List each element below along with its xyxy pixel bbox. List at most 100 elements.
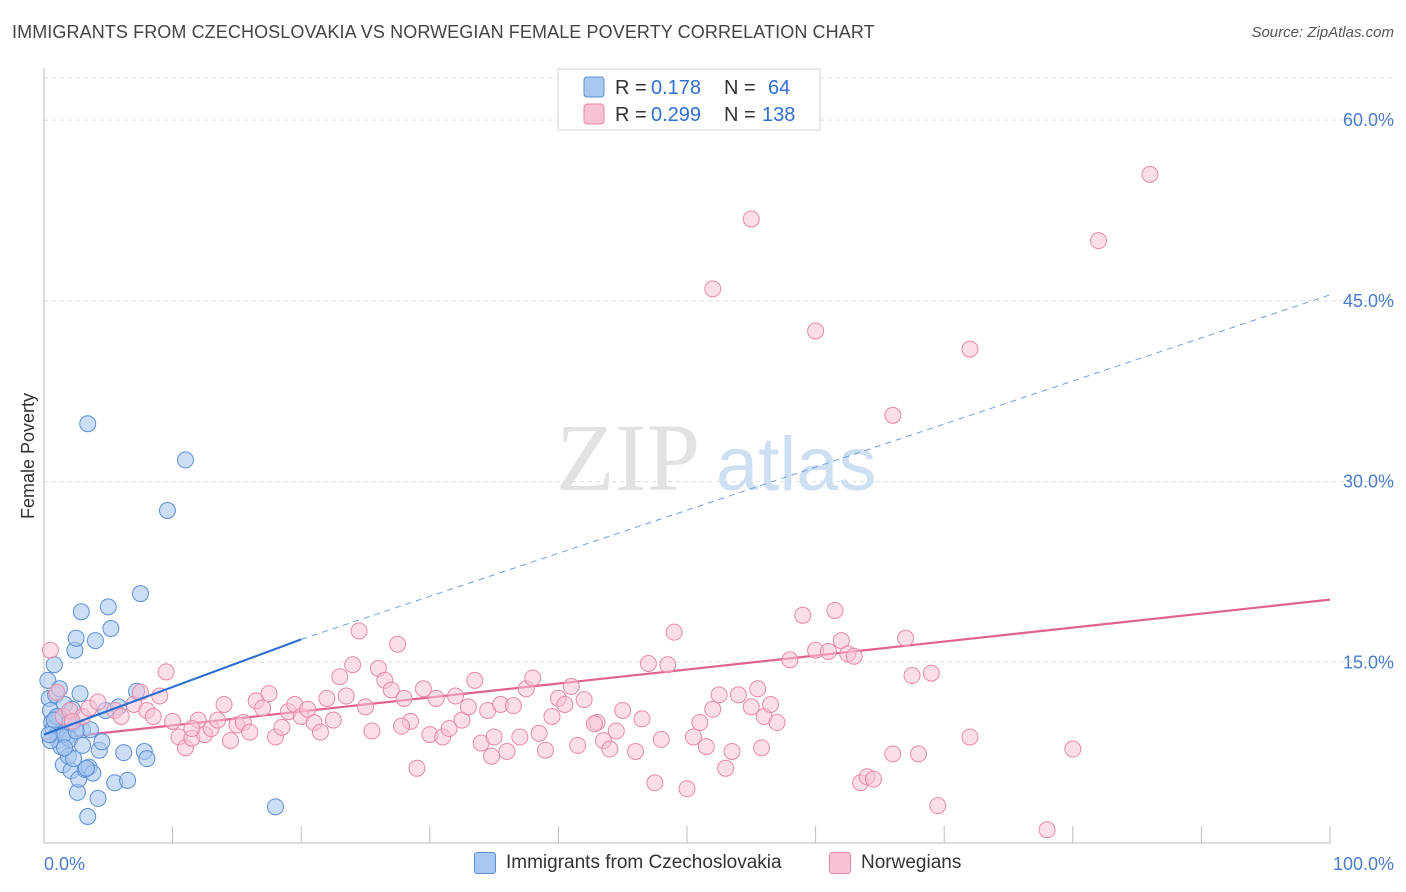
trend-line-czechoslovakia [43,638,302,736]
legend-swatch-czechoslovakia [474,852,496,874]
data-point-norwegians [691,714,709,732]
data-point-norwegians [157,663,175,681]
data-point-norwegians [646,774,664,792]
data-point-czechoslovakia [158,501,176,519]
y-tick-label: 45.0% [1343,291,1394,311]
trend-line-czechoslovakia-projection [301,294,1331,640]
data-point-norwegians [537,741,555,759]
source-credit: Source: ZipAtlas.com [1251,24,1394,41]
data-point-norwegians [524,669,542,687]
data-point-norwegians [585,715,603,733]
data-point-norwegians [762,695,780,713]
legend-r-value-blue: 0.178 [651,77,701,99]
data-point-norwegians [543,708,561,726]
data-point-norwegians [89,693,107,711]
data-point-norwegians [393,717,411,735]
data-point-norwegians [273,718,291,736]
trend-lines [43,294,1331,741]
data-point-norwegians [318,689,336,707]
data-point-norwegians [48,683,66,701]
data-point-czechoslovakia [131,585,149,603]
data-point-norwegians [459,698,477,716]
data-point-norwegians [575,691,593,709]
watermark-atlas: atlas [716,422,877,507]
x-tick-label-max: 100.0% [1333,854,1394,874]
data-point-norwegians [183,720,201,738]
data-point-norwegians [1064,740,1082,758]
data-point-czechoslovakia [266,798,284,816]
y-tick-label: 60.0% [1343,110,1394,130]
data-point-norwegians [884,745,902,763]
data-point-czechoslovakia [86,632,104,650]
data-point-norwegians [794,606,812,624]
data-point-norwegians [845,647,863,665]
data-point-norwegians [753,739,771,757]
data-point-norwegians [903,667,921,685]
data-point-norwegians [331,668,349,686]
data-point-norwegians [749,680,767,698]
data-point-norwegians [209,711,227,729]
y-tick-label: 30.0% [1343,472,1394,492]
data-point-czechoslovakia [56,739,74,757]
data-point-norwegians [414,680,432,698]
legend-item-czechoslovakia[interactable]: Immigrants from Czechoslovakia [474,852,782,874]
data-point-czechoslovakia [79,807,97,825]
data-point-norwegians [299,700,317,718]
legend-n-value-pink: 138 [762,104,795,126]
axes: 15.0% 30.0% 45.0% 60.0% 0.0% 100.0% [43,68,1394,874]
data-point-norwegians [742,210,760,228]
data-point-norwegians [961,728,979,746]
data-point-norwegians [344,656,362,674]
data-point-norwegians [922,664,940,682]
legend-swatch-norwegians [829,852,851,874]
data-point-norwegians [466,671,484,689]
data-point-czechoslovakia [138,750,156,768]
data-point-norwegians [768,714,786,732]
data-point-norwegians [659,656,677,674]
data-point-norwegians [311,723,329,741]
data-point-norwegians [408,759,426,777]
data-point-czechoslovakia [93,733,111,751]
data-point-norwegians [717,759,735,777]
data-point-norwegians [363,722,381,740]
data-point-czechoslovakia [79,415,97,433]
data-point-czechoslovakia [102,620,120,638]
data-point-norwegians [1141,165,1159,183]
data-point-norwegians [684,728,702,746]
data-point-czechoslovakia [119,771,137,789]
data-point-czechoslovakia [45,656,63,674]
legend-n-label-pink: N = [724,104,756,126]
data-point-norwegians [961,340,979,358]
series-czechoslovakia [39,415,284,825]
data-point-norwegians [144,708,162,726]
data-point-czechoslovakia [71,685,89,703]
data-point-norwegians [241,723,259,741]
data-point-norwegians [440,720,458,738]
data-point-norwegians [1038,821,1056,839]
legend-n-value-blue: 64 [768,77,790,99]
data-point-norwegians [504,697,522,715]
legend-swatch-blue [583,76,605,98]
legend-item-norwegians[interactable]: Norwegians [829,852,961,874]
data-point-norwegians [723,742,741,760]
data-point-norwegians [819,642,837,660]
data-point-norwegians [447,687,465,705]
data-point-norwegians [826,601,844,619]
data-point-czechoslovakia [67,629,85,647]
data-point-czechoslovakia [115,744,133,762]
data-point-norwegians [697,738,715,756]
trend-line-norwegians [43,598,1331,741]
data-point-czechoslovakia [77,759,95,777]
data-point-norwegians [807,322,825,340]
data-point-norwegians [909,745,927,763]
watermark: ZIP atlas [556,404,877,511]
data-point-norwegians [884,406,902,424]
data-point-norwegians [511,728,529,746]
data-point-norwegians [382,681,400,699]
data-point-norwegians [41,641,59,659]
data-point-norwegians [710,686,728,704]
data-point-czechoslovakia [176,451,194,469]
stats-legend: R = 0.178 N = 64 R = 0.299 N = 138 [557,68,821,131]
data-point-czechoslovakia [89,789,107,807]
legend-n-label-blue: N = [724,77,756,99]
